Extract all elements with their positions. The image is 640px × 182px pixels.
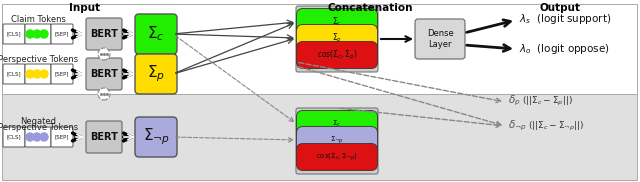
FancyBboxPatch shape <box>296 9 378 35</box>
FancyBboxPatch shape <box>135 54 177 94</box>
Text: BERT: BERT <box>90 29 118 39</box>
Circle shape <box>40 70 48 78</box>
Text: BERT: BERT <box>90 132 118 142</box>
FancyBboxPatch shape <box>25 64 51 84</box>
Text: $\Sigma_c$: $\Sigma_c$ <box>147 25 164 43</box>
Text: $(||\Sigma_c - \Sigma_p||)$: $(||\Sigma_c - \Sigma_p||)$ <box>522 94 573 108</box>
FancyBboxPatch shape <box>135 117 177 157</box>
FancyBboxPatch shape <box>86 58 122 90</box>
Text: Output: Output <box>540 3 580 13</box>
Text: $\Sigma_{\neg p}$: $\Sigma_{\neg p}$ <box>143 127 170 147</box>
Text: Concatenation: Concatenation <box>327 3 413 13</box>
Text: $\delta_p$: $\delta_p$ <box>508 94 520 108</box>
Text: Input: Input <box>69 3 100 13</box>
Text: [CLS]: [CLS] <box>6 72 21 76</box>
Text: $\lambda_o$  (logit oppose): $\lambda_o$ (logit oppose) <box>519 42 610 56</box>
Circle shape <box>98 88 110 100</box>
FancyBboxPatch shape <box>86 18 122 50</box>
Text: $\lambda_s$  (logit support): $\lambda_s$ (logit support) <box>519 12 611 26</box>
FancyBboxPatch shape <box>3 64 25 84</box>
Text: Claim Tokens: Claim Tokens <box>11 15 65 25</box>
FancyBboxPatch shape <box>296 110 378 137</box>
Text: $cos(\Sigma_c, \Sigma_{\neg p})$: $cos(\Sigma_c, \Sigma_{\neg p})$ <box>316 151 358 163</box>
Text: $\Sigma_{\neg p}$: $\Sigma_{\neg p}$ <box>330 134 344 146</box>
FancyBboxPatch shape <box>3 24 25 44</box>
FancyBboxPatch shape <box>296 143 378 171</box>
FancyBboxPatch shape <box>296 6 378 72</box>
FancyBboxPatch shape <box>86 121 122 153</box>
Circle shape <box>33 133 41 141</box>
Text: $\delta_{\neg p}$: $\delta_{\neg p}$ <box>508 119 527 133</box>
FancyBboxPatch shape <box>296 126 378 153</box>
Text: [SEP]: [SEP] <box>55 134 69 139</box>
Text: $\Sigma_p$: $\Sigma_p$ <box>332 31 342 45</box>
Text: Perspective Tokens: Perspective Tokens <box>0 122 78 132</box>
Circle shape <box>40 30 48 38</box>
Circle shape <box>40 133 48 141</box>
Text: Negated: Negated <box>20 116 56 126</box>
Bar <box>2 4 637 94</box>
Circle shape <box>98 48 110 60</box>
FancyBboxPatch shape <box>415 19 465 59</box>
Text: $cos(\Sigma_c, \Sigma_p)$: $cos(\Sigma_c, \Sigma_p)$ <box>317 48 357 62</box>
Text: [CLS]: [CLS] <box>6 31 21 37</box>
FancyBboxPatch shape <box>25 127 51 147</box>
Text: Perspective Tokens: Perspective Tokens <box>0 56 78 64</box>
Text: $\Sigma_c$: $\Sigma_c$ <box>332 119 342 129</box>
Text: Dense
Layer: Dense Layer <box>427 29 453 49</box>
FancyBboxPatch shape <box>51 127 73 147</box>
Circle shape <box>33 30 41 38</box>
FancyBboxPatch shape <box>51 64 73 84</box>
FancyBboxPatch shape <box>51 24 73 44</box>
Text: $\Sigma_p$: $\Sigma_p$ <box>147 64 165 84</box>
Circle shape <box>26 133 34 141</box>
Text: [SEP]: [SEP] <box>55 72 69 76</box>
Text: $\Sigma_c$: $\Sigma_c$ <box>332 16 342 28</box>
FancyBboxPatch shape <box>135 14 177 54</box>
Text: $(||\Sigma_c - \Sigma_{\neg p}||)$: $(||\Sigma_c - \Sigma_{\neg p}||)$ <box>528 119 584 132</box>
Text: [CLS]: [CLS] <box>6 134 21 139</box>
Text: [SEP]: [SEP] <box>55 31 69 37</box>
FancyBboxPatch shape <box>296 41 378 68</box>
FancyBboxPatch shape <box>296 108 378 174</box>
Text: BERT: BERT <box>90 69 118 79</box>
Circle shape <box>26 70 34 78</box>
Circle shape <box>26 30 34 38</box>
FancyBboxPatch shape <box>3 127 25 147</box>
Bar <box>2 94 637 180</box>
Circle shape <box>33 70 41 78</box>
FancyBboxPatch shape <box>25 24 51 44</box>
FancyBboxPatch shape <box>296 25 378 52</box>
